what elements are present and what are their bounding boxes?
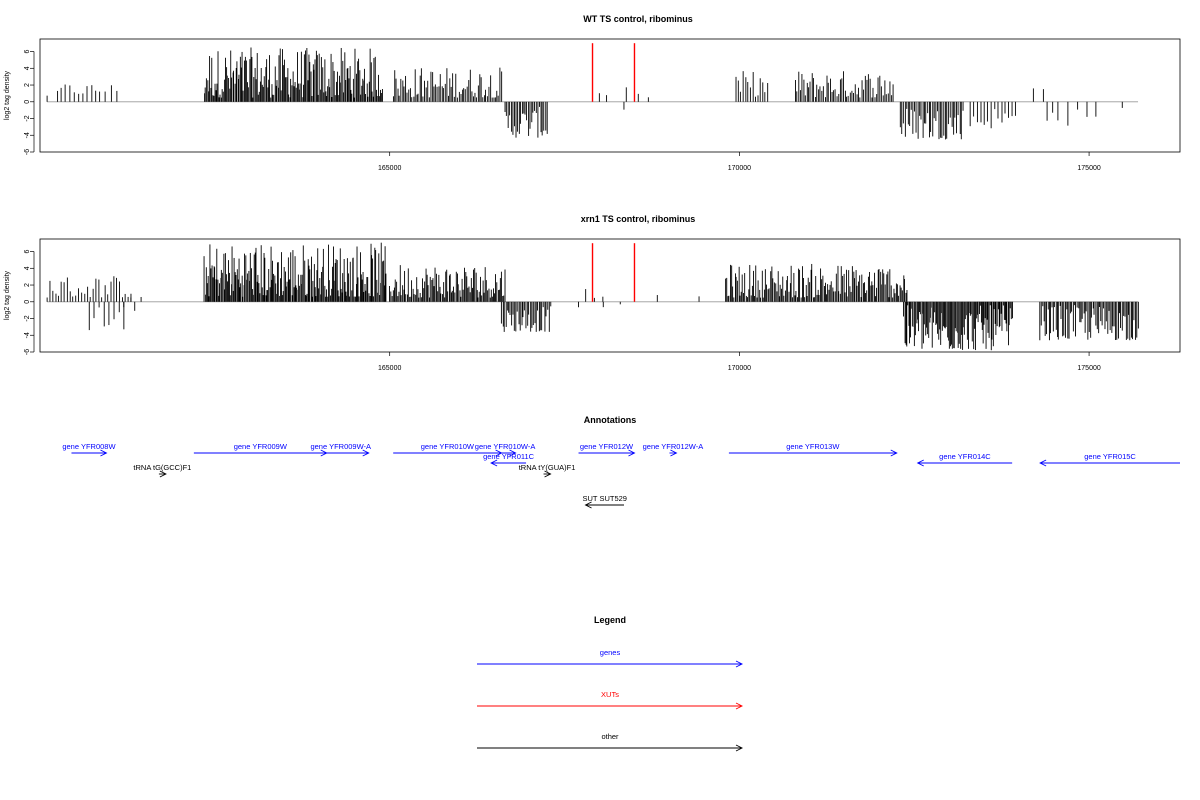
x-tick-label: 170000	[728, 365, 751, 372]
annotations-track: Annotations gene YFR008W gene YFR009W gene …	[62, 415, 1180, 509]
track-panel-1: xrn1 TS control, ribominus -6 -4 -2 0 2 4 6 log2…	[4, 214, 1181, 372]
plot-frame	[39, 238, 1181, 353]
y-axis-label: log2 tag density	[4, 70, 11, 120]
feature-arrowhead	[490, 459, 498, 467]
legend-item: XUTs	[477, 690, 744, 710]
feature-arrowhead	[890, 449, 898, 457]
y-tick-label: -4	[24, 332, 31, 338]
feature-label: gene YFR008W	[62, 442, 116, 451]
legend-arrowhead	[735, 702, 744, 710]
y-tick-label: 2	[24, 283, 31, 287]
y-tick-label: -2	[24, 315, 31, 321]
feature-arrowhead	[100, 449, 108, 457]
feature-label: gene YFR013W	[786, 442, 840, 451]
panel-title: WT TS control, ribominus	[583, 14, 693, 24]
feature-label: gene YFR010W-A	[475, 442, 536, 451]
feature-annotation: gene YFR009W	[193, 442, 328, 457]
feature-arrowhead	[584, 501, 592, 509]
plot-frame	[39, 38, 1181, 153]
feature-arrowhead	[916, 459, 924, 467]
legend-label: other	[601, 732, 619, 741]
feature-label: gene YFR009W-A	[310, 442, 371, 451]
x-tick-label: 170000	[728, 165, 751, 172]
annotations-title: Annotations	[584, 415, 637, 425]
x-tick-label: 165000	[378, 365, 401, 372]
y-axis-label: log2 tag density	[4, 270, 11, 320]
feature-arrowhead	[159, 470, 167, 478]
feature-annotation: gene YFR014C	[916, 452, 1013, 467]
feature-arrowhead	[509, 449, 517, 457]
y-tick-label: -2	[24, 115, 31, 121]
track-panel-0: WT TS control, ribominus -6 -4 -2 0 2 4 6 log2 t…	[4, 14, 1181, 172]
x-tick-label: 175000	[1077, 365, 1100, 372]
y-tick-label: 0	[24, 100, 31, 104]
feature-label: gene YFR009W	[234, 442, 288, 451]
legend-label: genes	[600, 648, 621, 657]
feature-label: tRNA tY(GUA)F1	[519, 463, 576, 472]
feature-arrowhead	[544, 470, 552, 478]
feature-annotation: gene YFR011C	[483, 452, 535, 467]
panel-title: xrn1 TS control, ribominus	[581, 214, 696, 224]
y-tick-label: -6	[24, 349, 31, 355]
feature-annotation: gene YFR015C	[1039, 452, 1180, 467]
feature-arrowhead	[1039, 459, 1047, 467]
feature-annotation: gene YFR012W	[578, 442, 636, 457]
feature-label: gene YFR011C	[483, 452, 535, 461]
legend-arrowhead	[735, 660, 744, 668]
feature-label: tRNA tG(GCC)F1	[133, 463, 191, 472]
feature-annotation: gene YFR009W-A	[310, 442, 371, 457]
x-tick-label: 175000	[1077, 165, 1100, 172]
feature-annotation: gene YFR008W	[62, 442, 116, 457]
density-bars	[46, 47, 1123, 140]
feature-label: gene YFR012W	[580, 442, 634, 451]
legend-arrowhead	[735, 744, 744, 752]
feature-label: SUT SUT529	[583, 494, 627, 503]
y-tick-label: 6	[24, 250, 31, 254]
legend: Legend genes XUTs other	[477, 615, 744, 752]
feature-arrowhead	[670, 449, 678, 457]
feature-annotation: tRNA tY(GUA)F1	[519, 463, 576, 478]
legend-label: XUTs	[601, 690, 619, 699]
y-tick-label: 2	[24, 83, 31, 87]
y-tick-label: -4	[24, 132, 31, 138]
y-tick-label: 6	[24, 50, 31, 54]
feature-annotation: SUT SUT529	[583, 494, 627, 509]
feature-label: gene YFR014C	[939, 452, 991, 461]
y-tick-label: -6	[24, 149, 31, 155]
feature-label: gene YFR015C	[1084, 452, 1136, 461]
feature-annotation: tRNA tG(GCC)F1	[133, 463, 191, 478]
feature-label: gene YFR010W	[421, 442, 475, 451]
feature-label: gene YFR012W-A	[643, 442, 704, 451]
feature-annotation: gene YFR013W	[728, 442, 898, 457]
legend-title: Legend	[594, 615, 626, 625]
feature-annotation: gene YFR010W-A	[475, 442, 536, 457]
x-tick-label: 165000	[378, 165, 401, 172]
density-bars	[46, 242, 1139, 351]
y-tick-label: 4	[24, 266, 31, 270]
feature-arrowhead	[362, 449, 370, 457]
feature-arrowhead	[628, 449, 636, 457]
legend-item: genes	[477, 648, 744, 668]
feature-annotation: gene YFR012W-A	[643, 442, 704, 457]
legend-item: other	[477, 732, 744, 752]
y-tick-label: 0	[24, 300, 31, 304]
y-tick-label: 4	[24, 66, 31, 70]
